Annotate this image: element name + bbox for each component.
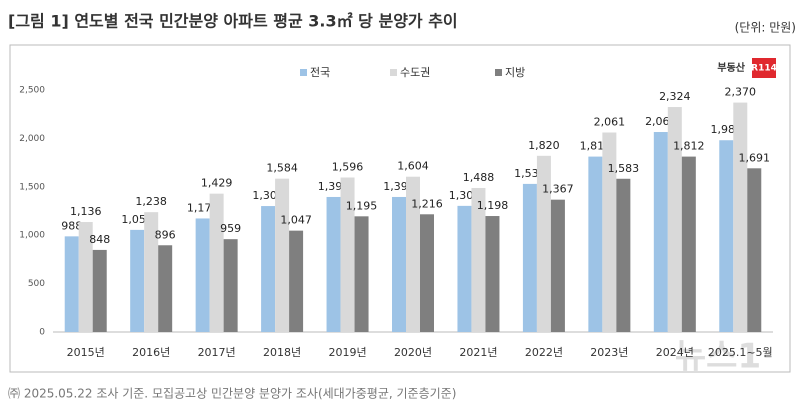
bar [653,132,668,332]
value-label: 1,488 [463,171,495,184]
value-label: 1,367 [542,183,574,196]
value-label: 959 [220,222,241,235]
legend-label: 수도권 [400,66,430,79]
bar [550,199,565,332]
bar [420,214,434,332]
chart-title: [그림 1] 연도별 전국 민간분양 아파트 평균 3.3㎡ 당 분양가 추이 [8,12,458,31]
bar [261,206,276,332]
bar [667,107,682,332]
footnote: ㈜ 2025.05.22 조사 기준. 모집공고상 민간분양 분양가 조사(세대… [8,387,456,401]
value-label: 2,061 [594,115,626,128]
bar [522,183,537,332]
bar [457,205,472,332]
value-label: 1,812 [673,140,705,153]
y-tick-label: 1,500 [19,182,45,192]
logo-text: R114 [751,64,777,74]
bar [733,102,748,332]
bar [195,218,210,332]
value-label: 1,604 [397,160,429,173]
bar [130,229,145,332]
value-label: 2,324 [659,90,691,103]
bar [406,176,420,332]
x-tick-label: 2025.1~5월 [708,346,773,359]
legend-swatch [390,69,397,76]
bar [747,168,762,332]
bar [340,177,355,332]
bar [326,196,341,332]
bar [719,140,734,332]
value-label: 896 [155,228,176,241]
legend-label: 지방 [505,66,525,79]
bar [354,216,369,332]
x-tick-label: 2015년 [67,346,105,359]
bar [588,156,603,332]
bar [209,193,224,332]
value-label: 1,216 [411,197,443,210]
legend-swatch [495,69,502,76]
x-tick-label: 2018년 [263,346,301,359]
y-tick-label: 2,500 [19,86,45,96]
x-tick-label: 2024년 [656,346,694,359]
bar [602,132,617,332]
bar [536,155,551,332]
bar [275,178,290,332]
y-tick-label: 2,000 [19,134,45,144]
bar [64,236,79,332]
bar [471,187,486,332]
value-label: 1,195 [346,199,378,212]
bar [289,230,304,332]
x-tick-label: 2017년 [198,346,236,359]
y-tick-label: 1,000 [19,231,45,241]
value-label: 1,429 [201,177,233,190]
value-label: 988 [61,219,82,232]
value-label: 2,370 [725,86,757,99]
value-label: 1,583 [608,162,640,175]
bar [144,212,159,332]
x-tick-label: 2022년 [525,346,563,359]
y-tick-label: 500 [28,279,45,289]
x-tick-label: 2016년 [132,346,170,359]
value-label: 848 [89,233,110,246]
logo-box [752,58,776,78]
bar [616,178,631,332]
value-label: 1,820 [528,139,560,152]
legend-swatch [300,69,307,76]
x-tick-label: 2023년 [590,346,628,359]
value-label: 1,584 [266,162,298,175]
value-label: 1,691 [739,151,771,164]
value-label: 1,238 [135,195,167,208]
bar [223,239,238,332]
unit-label: (단위: 만원) [735,21,796,35]
x-tick-label: 2020년 [394,346,432,359]
bar [92,249,107,332]
bar [681,156,696,332]
bar [485,216,500,332]
bar [158,245,173,332]
y-tick-label: 0 [39,328,45,338]
value-label: 1,047 [280,214,312,227]
legend-label: 전국 [310,66,330,79]
watermark: 뉴스1 [675,337,761,377]
logo: 부동산 [717,61,745,74]
bar [78,222,93,332]
value-label: 1,596 [332,161,364,174]
value-label: 1,198 [477,199,509,212]
bar [392,196,406,332]
value-label: 1,136 [70,205,102,218]
x-tick-label: 2021년 [459,346,497,359]
x-tick-label: 2019년 [328,346,366,359]
